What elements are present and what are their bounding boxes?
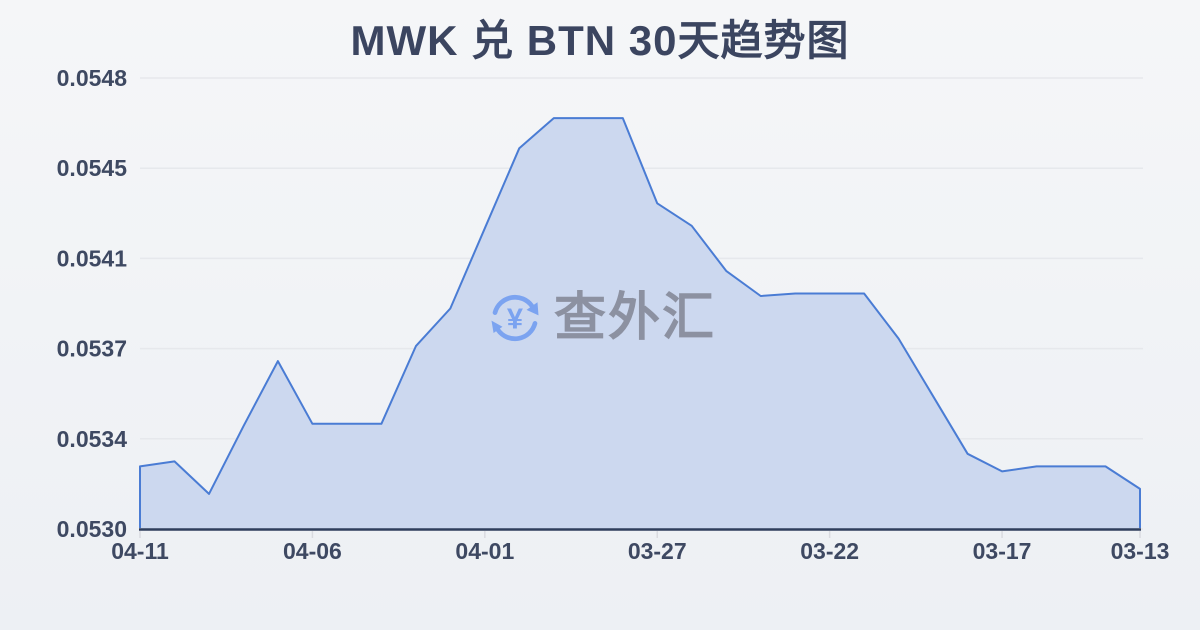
y-axis-label: 0.0545 (57, 155, 128, 181)
yuan-symbol: ¥ (507, 303, 523, 335)
x-axis-label: 04-11 (111, 538, 169, 564)
series-line (139, 117, 1141, 528)
y-axis-label: 0.0548 (57, 65, 128, 91)
x-axis-label: 03-22 (800, 538, 859, 564)
refresh-arrowhead-left (491, 320, 503, 334)
y-axis-label: 0.0537 (57, 336, 127, 362)
x-axis-label: 03-27 (628, 538, 687, 564)
x-axis-label: 03-17 (973, 538, 1032, 564)
refresh-arc-bottom (495, 321, 538, 341)
refresh-arrowhead-right (526, 302, 539, 316)
chart-title: MWK 兑 BTN 30天趋势图 (350, 17, 850, 64)
area-series-fill (140, 118, 1140, 529)
watermark-text: 查外汇 (554, 289, 717, 347)
y-axis-label: 0.0534 (57, 426, 128, 452)
watermark: ¥ 查外汇 (486, 288, 716, 348)
x-axis-label: 04-06 (283, 538, 342, 564)
y-axis-label: 0.0541 (57, 245, 128, 271)
refresh-arc-top (492, 295, 535, 315)
x-axis-label: 03-13 (1111, 538, 1170, 564)
y-axis-label: 0.0530 (57, 516, 127, 542)
x-axis-label: 04-01 (455, 538, 514, 564)
currency-exchange-icon: ¥ (491, 295, 539, 341)
